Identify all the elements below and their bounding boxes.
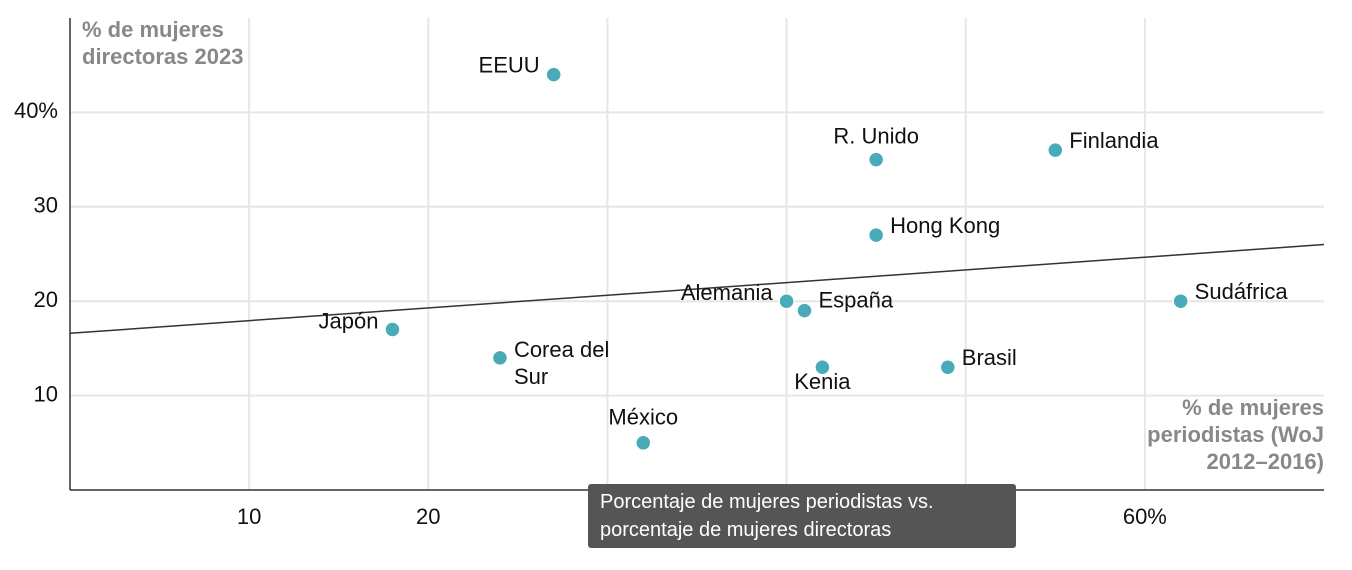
x-tick-label: 60% (1123, 504, 1167, 529)
y-tick-label: 30 (34, 193, 58, 218)
point (545, 66, 562, 83)
point (867, 151, 885, 168)
x-tick-label: 20 (416, 504, 440, 529)
point-label: Hong Kong (890, 213, 1000, 238)
point (1172, 292, 1189, 310)
x-axis-title: % de mujeres periodistas (WoJ 2012–2016) (1147, 395, 1324, 474)
point (491, 349, 509, 367)
point-label: México (608, 405, 678, 430)
point (814, 359, 831, 376)
point-label: Kenia (794, 369, 851, 394)
point (796, 302, 813, 319)
point-label: R. Unido (833, 123, 919, 148)
point-label: España (818, 287, 893, 312)
point-label-box: Corea del Sur (513, 336, 610, 389)
point (635, 434, 652, 452)
trend-line (69, 243, 1325, 335)
point-label: Japón (319, 308, 379, 333)
point-label: Sudáfrica (1195, 279, 1289, 304)
y-tick-label: 20 (34, 287, 58, 312)
y-tick-label: 10 (34, 381, 58, 406)
tooltip: Porcentaje de mujeres periodistas vs. po… (588, 484, 1016, 548)
y-axis-title: % de mujeres directoras 2023 (82, 17, 244, 69)
point (939, 359, 957, 376)
point (867, 226, 885, 244)
point (384, 321, 401, 338)
point-label: Corea del Sur (513, 336, 610, 389)
point-label: Finlandia (1069, 128, 1159, 153)
point-label: Alemania (681, 280, 773, 305)
x-tick-label: 10 (237, 504, 261, 529)
point (1047, 141, 1064, 159)
y-tick-label: 40% (14, 98, 58, 123)
point-label: EEUU (479, 52, 540, 77)
point (778, 292, 795, 310)
point-label: Brasil (962, 345, 1017, 370)
